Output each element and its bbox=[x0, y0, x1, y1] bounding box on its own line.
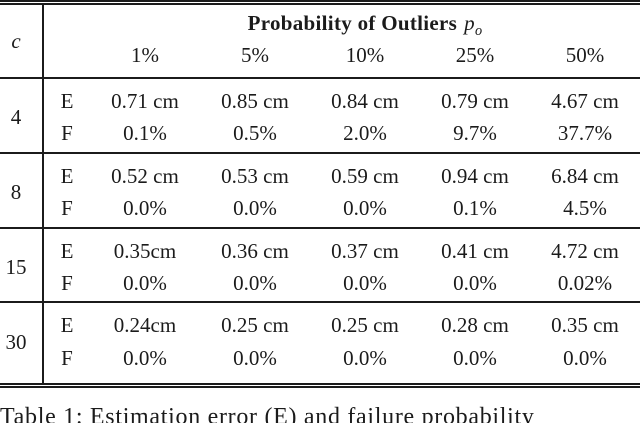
failure-cell: 2.0% bbox=[343, 121, 387, 146]
failure-cell: 0.1% bbox=[123, 121, 167, 146]
column-separator-line bbox=[42, 5, 44, 385]
c-value: 8 bbox=[10, 180, 22, 204]
error-cell: 0.37 cm bbox=[331, 238, 399, 263]
failure-cell: 0.0% bbox=[343, 196, 387, 221]
failure-cell: 0.0% bbox=[123, 270, 167, 295]
failure-cell: 0.5% bbox=[233, 121, 277, 146]
c-value: 30 bbox=[5, 329, 27, 354]
row-label-error: E bbox=[60, 163, 74, 188]
table-block-c15: 15 E 0.35cm 0.36 cm 0.37 cm 0.41 cm 4.72… bbox=[0, 229, 640, 301]
table-block-c4: 4 E 0.71 cm 0.85 cm 0.84 cm 0.79 cm 4.67… bbox=[0, 79, 640, 152]
error-cell: 0.41 cm bbox=[441, 238, 509, 263]
row-label-error: E bbox=[60, 313, 74, 337]
table-block-c30: 30 E 0.24cm 0.25 cm 0.25 cm 0.28 cm 0.35… bbox=[0, 303, 640, 383]
table-block-c8: 8 E 0.52 cm 0.53 cm 0.59 cm 0.94 cm 6.84… bbox=[0, 154, 640, 227]
failure-cell: 0.1% bbox=[453, 196, 497, 221]
error-cell: 6.84 cm bbox=[551, 163, 619, 188]
table-header: c Probability of Outliers po 1% 5% 10% 2… bbox=[0, 5, 640, 77]
error-cell: 0.71 cm bbox=[111, 88, 179, 113]
failure-cell: 0.0% bbox=[343, 346, 387, 370]
column-header-5pct: 5% bbox=[241, 43, 269, 67]
failure-cell: 0.0% bbox=[343, 270, 387, 295]
header-title-text: Probability of Outliers bbox=[247, 10, 458, 35]
header-divider-rule bbox=[0, 77, 640, 79]
failure-cell: 0.0% bbox=[453, 270, 497, 295]
error-cell: 0.94 cm bbox=[441, 163, 509, 188]
row-label-failure: F bbox=[61, 270, 73, 295]
error-cell: 0.25 cm bbox=[221, 313, 289, 337]
error-cell: 0.59 cm bbox=[331, 163, 399, 188]
failure-cell: 0.0% bbox=[563, 346, 607, 370]
error-cell: 0.36 cm bbox=[221, 238, 289, 263]
failure-cell: 0.0% bbox=[123, 196, 167, 221]
failure-cell: 0.0% bbox=[233, 270, 277, 295]
table-bottom-rule bbox=[0, 383, 640, 388]
error-cell: 0.35cm bbox=[113, 238, 177, 263]
failure-cell: 0.0% bbox=[233, 196, 277, 221]
failure-cell: 0.0% bbox=[453, 346, 497, 370]
row-label-error: E bbox=[60, 88, 74, 113]
failure-cell: 37.7% bbox=[557, 121, 613, 146]
error-cell: 0.24cm bbox=[113, 313, 177, 337]
error-cell: 0.79 cm bbox=[441, 88, 509, 113]
column-header-1pct: 1% bbox=[131, 43, 159, 67]
error-cell: 0.84 cm bbox=[331, 88, 399, 113]
error-cell: 0.25 cm bbox=[331, 313, 399, 337]
block-divider-rule bbox=[0, 301, 640, 303]
error-cell: 4.67 cm bbox=[551, 88, 619, 113]
row-label-failure: F bbox=[61, 196, 73, 221]
column-header-10pct: 10% bbox=[345, 43, 385, 67]
table-caption: Table 1: Estimation error (E) and failur… bbox=[0, 404, 535, 423]
header-math-po: po bbox=[464, 10, 483, 39]
error-cell: 0.28 cm bbox=[441, 313, 509, 337]
error-cell: 4.72 cm bbox=[551, 238, 619, 263]
failure-cell: 4.5% bbox=[563, 196, 607, 221]
table-header-title: Probability of Outliers po bbox=[90, 5, 640, 41]
block-divider-rule bbox=[0, 227, 640, 229]
error-cell: 0.52 cm bbox=[111, 163, 179, 188]
error-cell: 0.35 cm bbox=[551, 313, 619, 337]
failure-cell: 0.0% bbox=[233, 346, 277, 370]
failure-cell: 0.0% bbox=[123, 346, 167, 370]
block-divider-rule bbox=[0, 152, 640, 154]
column-header-c: c bbox=[11, 28, 21, 53]
table-top-rule bbox=[0, 0, 640, 5]
error-cell: 0.85 cm bbox=[221, 88, 289, 113]
row-label-error: E bbox=[60, 238, 74, 263]
c-value: 15 bbox=[5, 254, 27, 279]
error-cell: 0.53 cm bbox=[221, 163, 289, 188]
failure-cell: 0.02% bbox=[557, 270, 613, 295]
row-label-failure: F bbox=[61, 346, 73, 370]
row-label-failure: F bbox=[61, 121, 73, 146]
column-header-25pct: 25% bbox=[455, 43, 495, 67]
column-header-50pct: 50% bbox=[565, 43, 605, 67]
c-value: 4 bbox=[10, 105, 22, 129]
failure-cell: 9.7% bbox=[453, 121, 497, 146]
